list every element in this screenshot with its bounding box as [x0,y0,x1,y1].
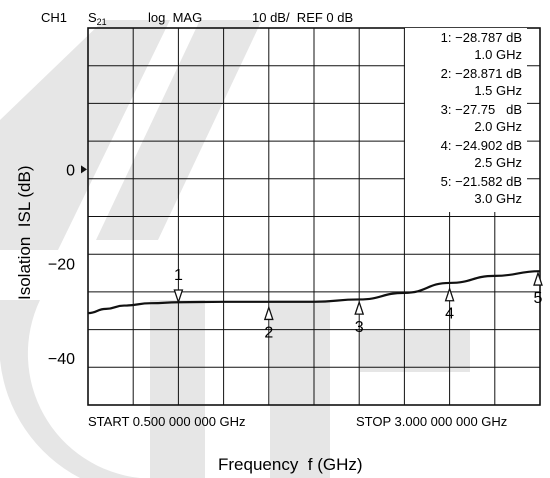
y-axis-title: Isolation ISL (dB) [15,166,34,301]
format-label: log MAG [148,10,202,25]
y-tick-label: −40 [48,351,75,368]
header: CH1 S21 log MAG 10 dB/ REF 0 dB [41,10,353,27]
readout-value: 1: −28.787 dB [441,30,522,45]
marker-4-triangle-icon [444,286,455,302]
watermark [0,20,470,478]
marker-readout: 1: −28.787 dB 1.0 GHz 2: −28.871 dB 1.5 GHz… [405,28,527,212]
channel-label: CH1 [41,10,67,25]
marker-3-triangle-icon [354,300,365,315]
readout-frequency: 1.5 GHz [474,83,522,98]
marker-4-label: 4 [445,306,454,323]
reference-arrow-icon [81,165,87,174]
trace-line [87,270,541,315]
marker-5-triangle-icon [533,271,543,286]
parameter-label: S21 [88,10,107,27]
y-tick-label: −20 [48,257,75,274]
marker-1-label: 1 [174,267,183,284]
stop-label: STOP 3.000 000 000 GHz [356,414,507,429]
readout-frequency: 2.0 GHz [474,119,522,134]
y-tick-label: 0 [66,162,75,179]
marker-2-triangle-icon [263,305,274,321]
readout-value: 5: −21.582 dB [441,174,522,189]
y-tick-labels: 0 −20 −40 [48,162,75,368]
x-axis-title: Frequency f (GHz) [218,455,363,474]
trace [87,270,541,315]
marker-readout-box [405,28,527,212]
marker-1-triangle-icon [173,289,184,305]
readout-frequency: 3.0 GHz [474,191,522,206]
readout-value: 4: −24.902 dB [441,138,522,153]
marker-2-label: 2 [264,324,273,341]
markers: 1 2 3 4 5 [173,267,543,341]
readout-value: 2: −28.871 dB [441,66,522,81]
readout-frequency: 1.0 GHz [474,47,522,62]
marker-readout-entries: 1: −28.787 dB 1.0 GHz 2: −28.871 dB 1.5 GHz… [441,30,522,206]
marker-5-label: 5 [534,290,543,307]
readout-value: 3: −27.75 dB [441,102,522,117]
readout-frequency: 2.5 GHz [474,155,522,170]
marker-3-label: 3 [355,319,364,336]
scale-label: 10 dB/ REF 0 dB [252,10,353,25]
start-label: START 0.500 000 000 GHz [88,414,246,429]
